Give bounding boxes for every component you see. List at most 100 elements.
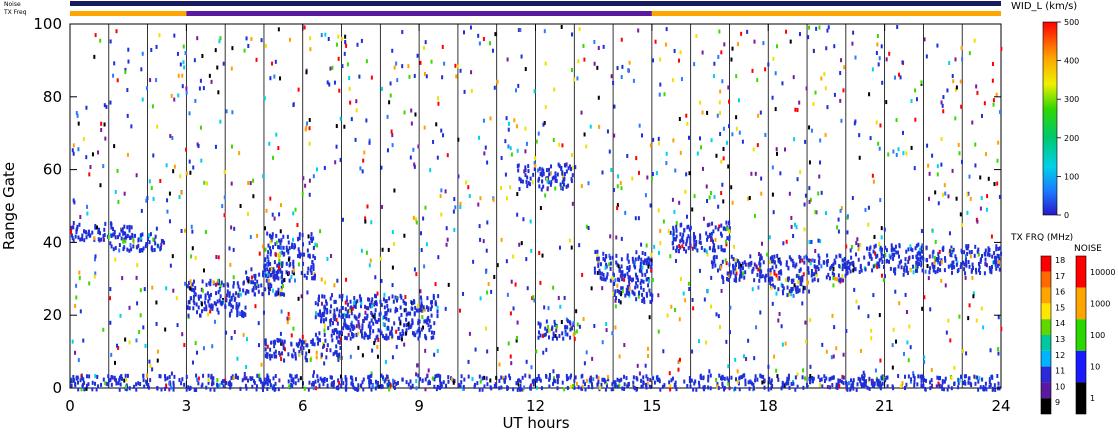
echo-point bbox=[302, 340, 305, 345]
echo-point bbox=[824, 86, 827, 91]
echo-point bbox=[859, 348, 862, 353]
echo-point bbox=[668, 371, 671, 376]
echo-point bbox=[858, 155, 861, 160]
echo-point bbox=[689, 225, 692, 230]
echo-point bbox=[719, 231, 722, 236]
echo-point bbox=[826, 253, 829, 258]
echo-point bbox=[102, 164, 105, 169]
echo-point bbox=[798, 254, 801, 259]
echo-point bbox=[679, 50, 682, 55]
echo-point bbox=[936, 375, 939, 380]
echo-point bbox=[637, 216, 640, 221]
echo-point bbox=[434, 282, 437, 287]
echo-point bbox=[598, 385, 601, 390]
echo-point bbox=[987, 176, 990, 181]
echo-point bbox=[352, 300, 355, 305]
echo-point bbox=[232, 376, 235, 381]
echo-point bbox=[965, 244, 968, 249]
echo-point bbox=[367, 297, 370, 302]
echo-point bbox=[349, 328, 352, 333]
echo-point bbox=[836, 225, 839, 230]
echo-point bbox=[725, 339, 728, 344]
echo-point bbox=[263, 264, 266, 269]
echo-point bbox=[653, 380, 656, 385]
echo-point bbox=[720, 376, 723, 381]
echo-point bbox=[413, 73, 416, 78]
echo-point bbox=[557, 374, 560, 379]
echo-point bbox=[564, 325, 567, 330]
echo-point bbox=[128, 386, 131, 391]
echo-point bbox=[348, 76, 351, 81]
echo-point bbox=[358, 324, 361, 329]
echo-point bbox=[713, 259, 716, 264]
echo-point bbox=[395, 381, 398, 386]
echo-point bbox=[418, 333, 421, 338]
echo-point bbox=[753, 356, 756, 361]
echo-point bbox=[243, 311, 246, 316]
echo-point bbox=[863, 379, 866, 384]
echo-point bbox=[282, 234, 285, 239]
echo-point bbox=[966, 210, 969, 215]
txfreq-colorbar-tick-label: 18 bbox=[1055, 256, 1065, 265]
echo-point bbox=[548, 372, 551, 377]
echo-point bbox=[909, 345, 912, 350]
echo-point bbox=[731, 200, 734, 205]
echo-point bbox=[744, 270, 747, 275]
echo-point bbox=[77, 380, 80, 385]
echo-point bbox=[126, 88, 129, 93]
echo-point bbox=[726, 226, 729, 231]
echo-point bbox=[96, 374, 99, 379]
echo-point bbox=[163, 374, 166, 379]
echo-point bbox=[814, 210, 817, 215]
echo-point bbox=[360, 301, 363, 306]
echo-point bbox=[266, 254, 269, 259]
echo-point bbox=[327, 326, 330, 331]
echo-point bbox=[974, 381, 977, 386]
echo-point bbox=[610, 168, 613, 173]
echo-point bbox=[474, 347, 477, 352]
echo-point bbox=[349, 299, 352, 304]
echo-point bbox=[207, 380, 210, 385]
echo-point bbox=[596, 382, 599, 387]
echo-point bbox=[723, 387, 726, 392]
echo-point bbox=[866, 385, 869, 390]
echo-point bbox=[400, 295, 403, 300]
echo-point bbox=[614, 325, 617, 330]
echo-point bbox=[391, 143, 394, 148]
echo-point bbox=[115, 378, 118, 383]
echo-point bbox=[209, 309, 212, 314]
echo-point bbox=[872, 249, 875, 254]
echo-point bbox=[908, 255, 911, 260]
echo-point bbox=[532, 172, 535, 177]
echo-point bbox=[531, 180, 534, 185]
echo-point bbox=[862, 384, 865, 389]
echo-point bbox=[72, 374, 75, 379]
echo-point bbox=[695, 34, 698, 39]
echo-point bbox=[370, 304, 373, 309]
echo-point bbox=[412, 147, 415, 152]
echo-point bbox=[640, 384, 643, 389]
echo-point bbox=[199, 78, 202, 83]
echo-point bbox=[799, 170, 802, 175]
echo-point bbox=[986, 194, 989, 199]
echo-point bbox=[951, 260, 954, 265]
echo-point bbox=[849, 387, 852, 392]
echo-point bbox=[698, 383, 701, 388]
echo-point bbox=[965, 246, 968, 251]
echo-point bbox=[832, 262, 835, 267]
echo-point bbox=[565, 373, 568, 378]
echo-point bbox=[798, 32, 801, 37]
echo-point bbox=[346, 324, 349, 329]
echo-point bbox=[820, 264, 823, 269]
echo-point bbox=[960, 104, 963, 109]
echo-point bbox=[310, 232, 313, 237]
echo-point bbox=[563, 172, 566, 177]
echo-point bbox=[341, 217, 344, 222]
echo-point bbox=[241, 378, 244, 383]
echo-point bbox=[368, 334, 371, 339]
echo-point bbox=[745, 357, 748, 362]
echo-point bbox=[175, 296, 178, 301]
echo-point bbox=[496, 263, 499, 268]
echo-point bbox=[442, 380, 445, 385]
